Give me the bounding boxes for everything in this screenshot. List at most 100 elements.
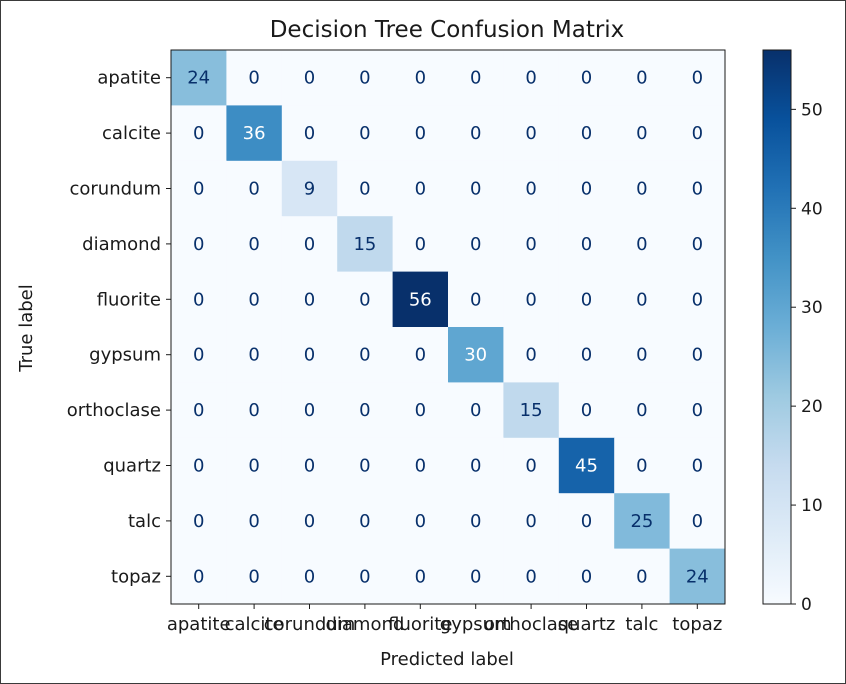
colorbar [762,49,792,605]
cell-value-label: 0 [470,511,481,532]
heatmap-cell [558,437,615,494]
cell-value-label: 0 [359,400,370,421]
heatmap-cell [503,327,560,383]
heatmap-cell [448,493,504,550]
cell-value-label: 0 [692,234,703,255]
cell-value-label: 0 [525,511,536,532]
cell-value-label: 0 [193,400,204,421]
cell-value-label: 0 [470,289,481,310]
heatmap-cell [503,493,560,550]
heatmap-cell [669,548,726,605]
heatmap-cell [614,105,671,162]
cell-value-label: 0 [636,123,647,144]
heatmap-cell [614,216,671,273]
heatmap-cell [558,327,615,383]
cell-value-label: 0 [415,511,426,532]
heatmap-cells [171,50,726,605]
cell-value-label: 0 [470,123,481,144]
heatmap-cell [226,327,283,383]
x-tick-label: diamond [325,614,404,635]
cell-value-label: 0 [304,345,315,366]
heatmap-cell [448,437,504,494]
cell-value-label: 0 [359,566,370,587]
cell-value-label: 15 [520,400,543,421]
cell-value-label: 0 [470,400,481,421]
cell-value-label: 0 [359,179,370,200]
cell-value-label: 0 [525,234,536,255]
cell-value-label: 0 [692,123,703,144]
cell-value-label: 0 [581,289,592,310]
y-axis-title: True label [16,284,37,373]
cell-value-label: 0 [415,123,426,144]
cell-value-label: 0 [193,179,204,200]
heatmap-cell [669,327,726,383]
cell-value-label: 0 [193,511,204,532]
y-tick-label: topaz [111,566,161,587]
cell-value-label: 0 [692,179,703,200]
x-axis-ticks: apatitecalcitecorundumdiamondfluoritegyp… [167,604,722,635]
cell-value-label: 0 [248,511,259,532]
cell-value-label: 0 [415,68,426,89]
heatmap-cell [392,50,449,106]
heatmap-cell [226,216,283,273]
heatmap-cell [281,493,338,550]
colorbar-tick-label: 30 [801,298,823,318]
cell-value-label: 0 [193,123,204,144]
cell-value-label: 0 [248,289,259,310]
y-tick-label: calcite [102,123,161,144]
cell-value-label: 0 [636,179,647,200]
heatmap-cell [558,105,615,162]
cell-value-label: 24 [187,68,210,89]
cell-value-label: 0 [581,566,592,587]
heatmap-cell [669,493,726,550]
heatmap-cell [503,105,560,162]
heatmap-cell [392,327,449,383]
cell-value-label: 0 [415,400,426,421]
cell-value-label: 45 [575,456,598,477]
x-tick-label: corundum [264,614,356,635]
heatmap-cell [281,271,338,328]
heatmap-cell [337,437,394,494]
cell-value-label: 0 [415,456,426,477]
cell-value-label: 0 [692,289,703,310]
cell-value-label: 0 [415,345,426,366]
heatmap-cell [448,382,504,439]
y-tick-label: corundum [70,179,162,200]
heatmap-cell [614,50,671,106]
heatmap-cell [171,548,227,605]
cell-value-label: 0 [193,456,204,477]
x-tick-label: fluorite [388,614,452,635]
colorbar-tick-label: 50 [801,100,823,120]
heatmap-cell [614,548,671,605]
cell-value-label: 36 [243,123,266,144]
cell-value-label: 0 [193,234,204,255]
heatmap-cell [171,437,227,494]
y-tick-label: orthoclase [67,400,161,421]
cell-value-label: 0 [692,345,703,366]
heatmap-cell [503,216,560,273]
cell-value-label: 0 [636,456,647,477]
chart-title: Decision Tree Confusion Matrix [270,17,625,43]
cell-value-label: 0 [415,234,426,255]
x-tick-label: talc [625,614,658,635]
heatmap-cell [171,105,227,162]
cell-value-label: 0 [248,456,259,477]
cell-value-label: 0 [470,566,481,587]
heatmap-cell [669,271,726,328]
heatmap-cell [392,105,449,162]
cell-value-label: 0 [248,566,259,587]
heatmap-cell [226,548,283,605]
heatmap-cell [392,271,449,328]
heatmap-cell [337,216,394,273]
y-tick-label: talc [128,511,161,532]
heatmap-cell [669,382,726,439]
heatmap-cell [558,382,615,439]
cell-value-label: 0 [359,511,370,532]
y-tick-label: diamond [82,234,161,255]
cell-value-label: 0 [525,345,536,366]
heatmap-cell [392,382,449,439]
cell-value-label: 24 [686,566,709,587]
heatmap-cell [281,50,338,106]
cell-value-label: 15 [353,234,376,255]
cell-value-label: 0 [581,234,592,255]
